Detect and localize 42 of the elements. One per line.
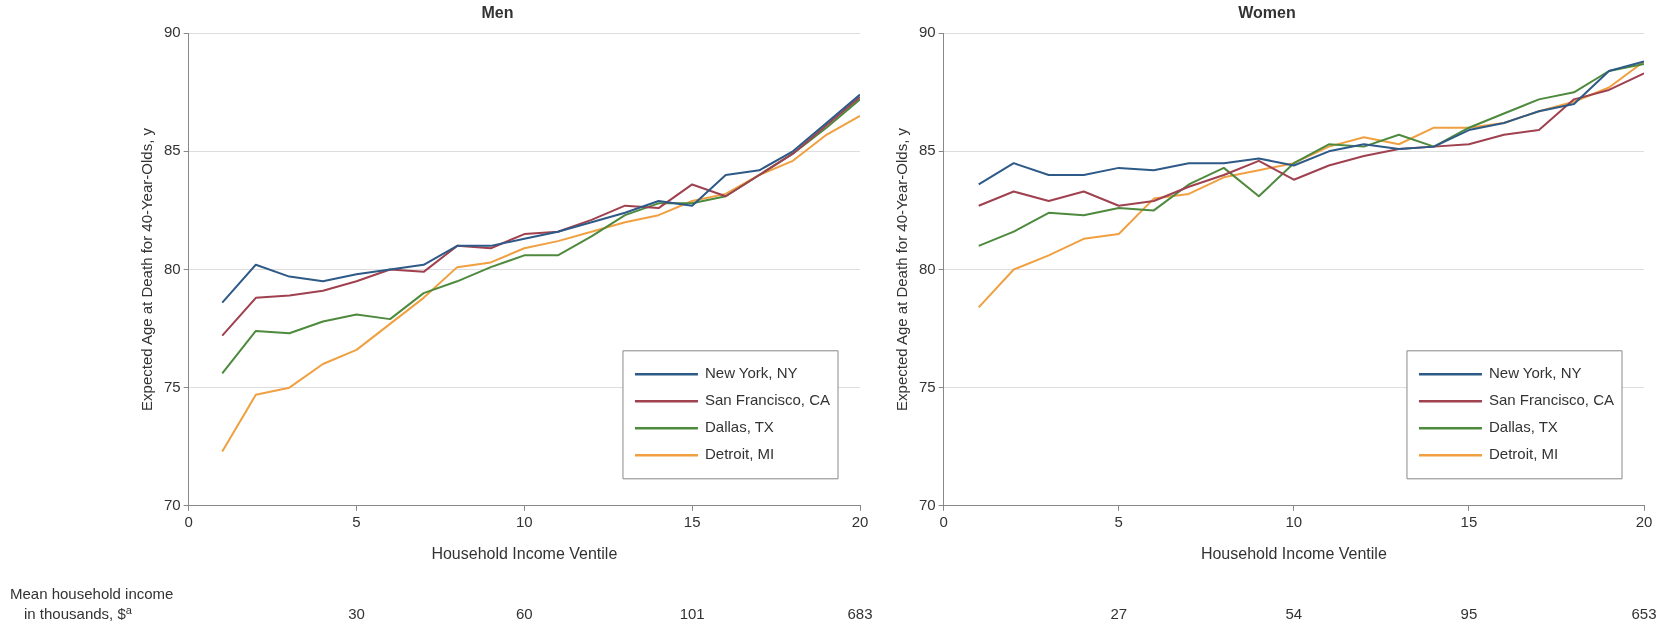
y-axis-title: Expected Age at Death for 40-Year-Olds, y	[138, 127, 156, 411]
y-tick-label: 85	[919, 141, 936, 159]
x-tick-label: 0	[184, 512, 193, 530]
y-axis-title: Expected Age at Death for 40-Year-Olds, y	[893, 127, 911, 411]
x-tick-label: 0	[939, 512, 948, 530]
legend-label: Detroit, MI	[704, 445, 775, 463]
x-tick-label: 20	[1635, 512, 1653, 530]
text: 101	[679, 605, 705, 622]
y-tick-label: 75	[919, 377, 936, 395]
y-tick-label: 75	[164, 377, 181, 395]
x-axis-title: Household Income Ventile	[431, 544, 618, 562]
y-tick-label: 85	[164, 141, 181, 159]
y-tick-label: 90	[164, 23, 181, 41]
legend-label: San Francisco, CA	[704, 391, 830, 409]
text: 95	[1460, 605, 1478, 622]
legend-label: New York, NY	[704, 364, 798, 382]
x-tick-label: 10	[1285, 512, 1303, 530]
legend-label: San Francisco, CA	[1488, 391, 1614, 409]
x-tick-label: 15	[1460, 512, 1478, 530]
legend-label: Dallas, TX	[1488, 418, 1558, 436]
y-tick-label: 70	[919, 495, 936, 513]
text: 683	[847, 605, 873, 622]
x-tick-label: 15	[683, 512, 701, 530]
y-tick-label: 70	[164, 495, 181, 513]
text: 30	[348, 605, 365, 622]
legend-label: Dallas, TX	[704, 418, 774, 436]
text: 60	[516, 605, 533, 622]
text: 27	[1110, 605, 1128, 622]
y-tick-label: 90	[919, 23, 936, 41]
y-tick-label: 80	[919, 259, 936, 277]
text: 54	[1285, 605, 1303, 622]
x-axis-title: Household Income Ventile	[1200, 544, 1387, 562]
y-tick-label: 80	[164, 259, 181, 277]
x-tick-label: 5	[352, 512, 361, 530]
legend-label: New York, NY	[1488, 364, 1582, 382]
x-tick-label: 10	[516, 512, 533, 530]
chart-title: Men	[481, 4, 514, 22]
x-tick-label: 5	[1114, 512, 1123, 530]
legend-label: Detroit, MI	[1488, 445, 1559, 463]
text: 653	[1631, 605, 1657, 622]
x-tick-label: 20	[851, 512, 869, 530]
chart-title: Women	[1238, 4, 1296, 22]
